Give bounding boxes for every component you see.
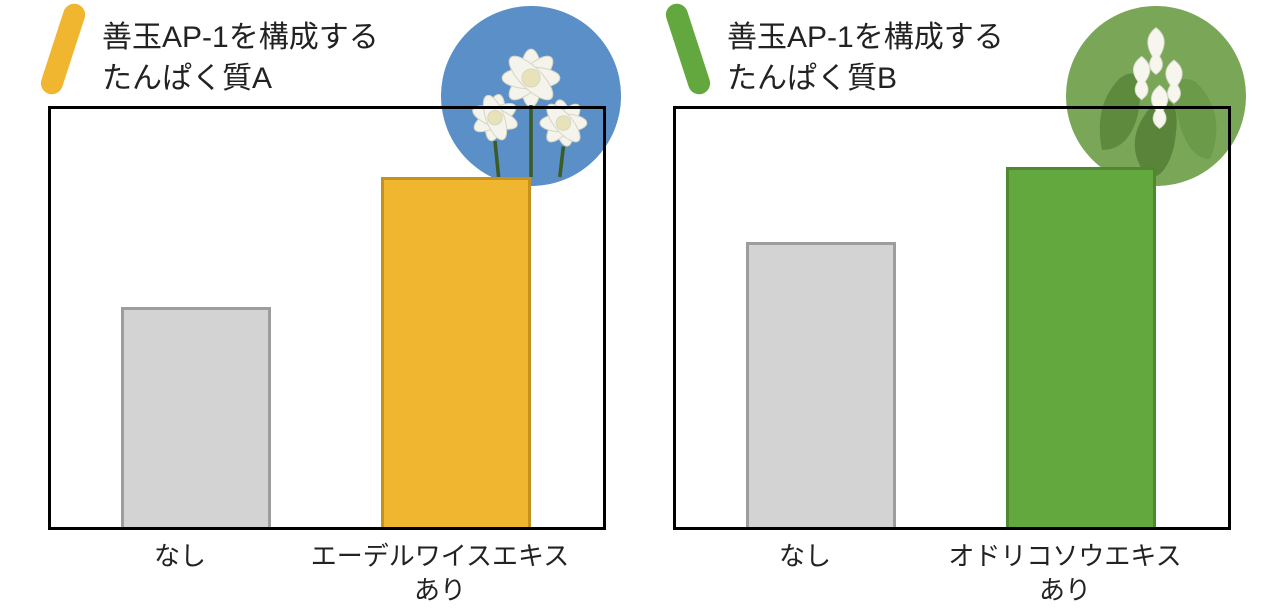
accent-bar-b (663, 1, 713, 97)
accent-bar-a (38, 1, 88, 97)
chart-title-a: 善玉AP-1を構成する たんぱく質A (102, 18, 379, 99)
chart-title-b: 善玉AP-1を構成する たんぱく質B (727, 18, 1004, 99)
xlabel-a-1-l1: エーデルワイスエキス (310, 540, 570, 574)
bar-b-1 (1006, 167, 1156, 527)
bar-a-0 (121, 307, 271, 527)
chart-frame-b-bottom (673, 527, 1231, 530)
chart-plot-a (51, 109, 603, 527)
xlabel-a-1-l2: あり (310, 574, 570, 608)
chart-plot-b (676, 109, 1228, 527)
xlabel-a-0: なし (50, 540, 310, 574)
chart-frame-b-right (1228, 106, 1231, 530)
xlabel-b-0: なし (675, 540, 935, 574)
panel-protein-b: 善玉AP-1を構成する たんぱく質B なし オドリコソウエキ (655, 10, 1250, 606)
xlabel-a-1: エーデルワイスエキス あり (310, 540, 570, 608)
title-a-line2: たんぱく質A (102, 59, 379, 100)
title-b-line2: たんぱく質B (727, 59, 1004, 100)
xlabel-b-0-l1: なし (779, 541, 831, 571)
xlabel-b-1-l1: オドリコソウエキス (935, 540, 1195, 574)
panel-protein-a: 善玉AP-1を構成する たんぱく質A (30, 10, 625, 606)
chart-frame-a-right (603, 106, 606, 530)
xlabel-b-1: オドリコソウエキス あり (935, 540, 1195, 608)
xlabel-b-1-l2: あり (935, 574, 1195, 608)
title-a-line1: 善玉AP-1を構成する (102, 18, 379, 59)
xlabel-a-0-l1: なし (154, 541, 206, 571)
chart-frame-a-bottom (48, 527, 606, 530)
bar-a-1 (381, 177, 531, 527)
bar-b-0 (746, 242, 896, 527)
title-b-line1: 善玉AP-1を構成する (727, 18, 1004, 59)
